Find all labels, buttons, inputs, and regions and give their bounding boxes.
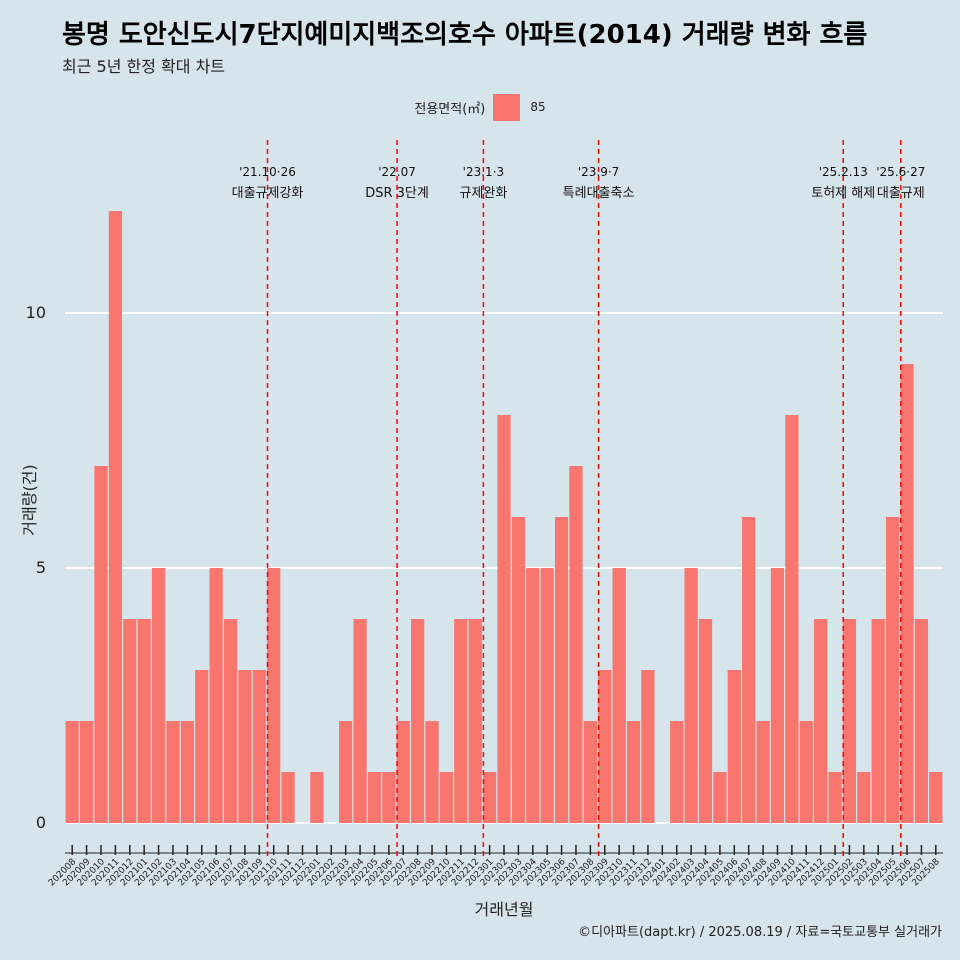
bar-202312 <box>641 670 655 823</box>
x-axis-title: 거래년월 <box>475 900 534 919</box>
event-date: '22.07 <box>378 165 416 179</box>
bar-202209 <box>425 721 439 823</box>
bar-202101 <box>137 619 151 823</box>
bar-202212 <box>468 619 482 823</box>
legend-title: 전용면적(㎡) <box>414 101 486 117</box>
event-label: 대출규제 <box>877 186 925 201</box>
y-tick-label: 10 <box>26 303 46 322</box>
bar-202409 <box>770 568 785 823</box>
bar-202107 <box>223 619 238 823</box>
bar-202104 <box>180 721 194 823</box>
bar-202106 <box>209 568 223 823</box>
event-label: 규제완화 <box>459 186 507 201</box>
bar-202105 <box>195 670 209 823</box>
bar-202208 <box>411 619 425 823</box>
bar-202011 <box>108 211 122 823</box>
bar-202407 <box>742 517 756 823</box>
bar-202305 <box>540 568 554 823</box>
bar-202406 <box>727 670 741 823</box>
event-label: 대출규제강화 <box>232 186 304 201</box>
bar-202310 <box>612 568 626 823</box>
bar-202503 <box>857 772 871 823</box>
bar-202109 <box>252 670 266 823</box>
legend-key-85 <box>493 93 521 121</box>
bar-202102 <box>151 568 166 823</box>
bar-202201 <box>310 772 324 823</box>
event-date: '25.6·27 <box>876 165 925 179</box>
bar-202309 <box>598 670 612 823</box>
bar-202303 <box>511 517 526 823</box>
legend: 전용면적(㎡) 85 <box>0 93 960 121</box>
event-label: 특례대출축소 <box>563 186 635 201</box>
bar-202204 <box>353 619 367 823</box>
bar-202203 <box>339 721 353 823</box>
bar-202505 <box>886 517 900 823</box>
chart-title: 봉명 도안신도시7단지예미지백조의호수 아파트(2014) 거래량 변화 흐름 <box>62 20 868 50</box>
bar-202408 <box>756 721 770 823</box>
bar-202306 <box>554 517 569 823</box>
bar-202207 <box>396 721 410 823</box>
event-label: 토허제 해제 <box>811 186 875 201</box>
bar-202307 <box>569 466 583 823</box>
bar-202205 <box>367 772 382 823</box>
event-date: '23.1·3 <box>463 165 504 179</box>
bar-202508 <box>929 772 943 823</box>
bar-202108 <box>238 670 252 823</box>
bar-202403 <box>684 568 698 823</box>
bar-202110 <box>267 568 281 823</box>
bar-202501 <box>828 772 842 823</box>
y-tick-label: 5 <box>36 558 46 577</box>
bar-202302 <box>497 415 511 823</box>
bar-202103 <box>166 721 180 823</box>
bar-202410 <box>785 415 799 823</box>
bar-202009 <box>79 721 94 823</box>
bar-202411 <box>799 721 813 823</box>
bar-202308 <box>583 721 597 823</box>
bar-202502 <box>842 619 857 823</box>
source-caption: ©디아파트(dapt.kr) / 2025.08.19 / 자료=국토교통부 실… <box>578 925 942 940</box>
bar-202506 <box>900 364 914 823</box>
bar-202010 <box>94 466 108 823</box>
chart-subtitle: 최근 5년 한정 확대 차트 <box>62 57 226 76</box>
bar-202304 <box>526 568 540 823</box>
bar-202405 <box>713 772 727 823</box>
bar-202008 <box>65 721 79 823</box>
bar-202412 <box>814 619 828 823</box>
bar-202206 <box>382 772 396 823</box>
event-date: '23.9·7 <box>578 165 619 179</box>
event-label: DSR 3단계 <box>365 186 429 201</box>
event-date: '21.10·26 <box>239 165 296 179</box>
event-date: '25.2.13 <box>819 165 868 179</box>
bar-202210 <box>439 772 454 823</box>
bar-202504 <box>871 619 885 823</box>
bar-202311 <box>626 721 641 823</box>
bar-202301 <box>482 772 497 823</box>
y-tick-label: 0 <box>36 813 46 832</box>
bar-202402 <box>670 721 684 823</box>
bar-202211 <box>454 619 468 823</box>
legend-label-85: 85 <box>530 100 546 114</box>
bar-202111 <box>281 772 295 823</box>
bar-202404 <box>698 619 713 823</box>
bar-202012 <box>123 619 137 823</box>
y-axis-title: 거래량(건) <box>20 464 39 535</box>
bar-202507 <box>914 619 929 823</box>
